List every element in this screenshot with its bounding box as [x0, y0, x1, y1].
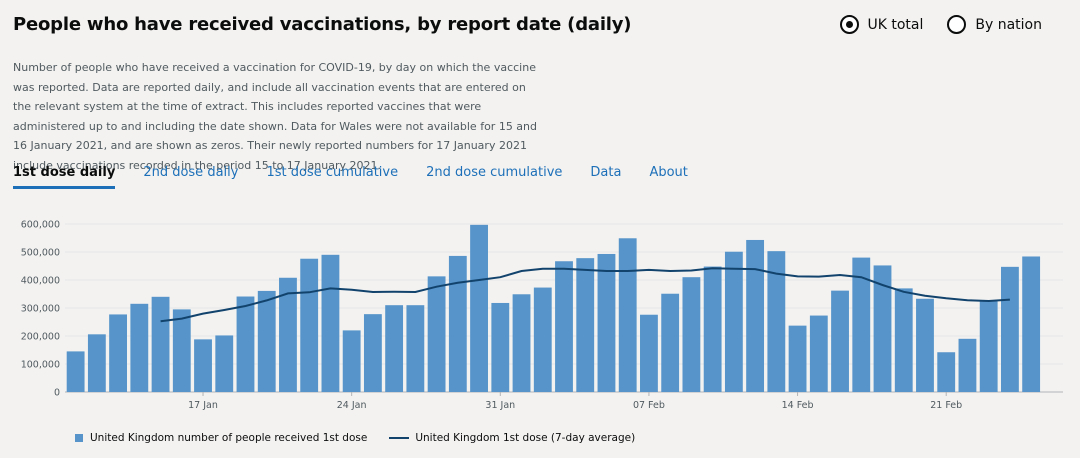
tab-bar: 1st dose daily 2nd dose daily 1st dose c…: [13, 165, 688, 189]
bar: [257, 290, 276, 392]
y-tick-label: 400,000: [21, 276, 60, 287]
bar: [236, 296, 255, 392]
bar: [979, 301, 998, 392]
x-tick-label: 14 Feb: [782, 400, 814, 411]
bar: [66, 351, 85, 392]
y-tick-label: 100,000: [21, 360, 60, 371]
bar: [385, 305, 404, 392]
bar: [151, 296, 170, 392]
x-tick-label: 07 Feb: [633, 400, 665, 411]
x-tick-label: 31 Jan: [485, 400, 515, 411]
bar: [87, 334, 106, 392]
legend-bar-swatch: [75, 434, 83, 442]
chart-description: Number of people who have received a vac…: [13, 61, 538, 172]
seven-day-average-line: [160, 267, 1010, 323]
bar: [873, 265, 892, 392]
bar: [321, 254, 340, 392]
chart-title: People who have received vaccinations, b…: [13, 14, 632, 35]
bar: [937, 352, 956, 392]
y-tick-label: 300,000: [21, 304, 60, 315]
bar: [279, 277, 297, 392]
bar: [852, 257, 871, 392]
x-tick-label: 24 Jan: [337, 400, 367, 411]
radio-unselected-icon[interactable]: [947, 15, 967, 34]
tab-1st-dose-daily[interactable]: 1st dose daily: [13, 165, 116, 189]
bar: [555, 261, 573, 392]
y-tick-label: 0: [54, 388, 60, 399]
bar: [831, 290, 849, 392]
tab-about[interactable]: About: [649, 165, 688, 180]
bar: [894, 288, 913, 392]
view-radio-group: UK total By nation: [839, 15, 1042, 34]
bar: [682, 277, 701, 392]
x-tick-label: 21 Feb: [930, 400, 962, 411]
radio-uk-total-label: UK total: [867, 16, 924, 33]
bar: [1022, 256, 1041, 392]
tab-2nd-dose-cumulative[interactable]: 2nd dose cumulative: [426, 165, 563, 180]
bar: [724, 251, 743, 392]
legend-line-label: United Kingdom 1st dose (7-day average): [415, 432, 636, 444]
radio-by-nation-label: By nation: [975, 16, 1042, 33]
x-tick-label: 17 Jan: [188, 400, 218, 411]
y-tick-label: 600,000: [21, 220, 60, 231]
bar: [576, 258, 595, 392]
y-tick-label: 500,000: [21, 248, 60, 259]
radio-uk-total[interactable]: UK total: [839, 15, 924, 34]
bar: [618, 238, 637, 392]
bar: [194, 339, 212, 392]
bar: [809, 315, 828, 392]
bar: [363, 314, 382, 392]
bar: [109, 314, 128, 392]
radio-by-nation[interactable]: By nation: [947, 15, 1042, 34]
bar: [342, 330, 361, 392]
bar: [640, 314, 658, 392]
y-tick-label: 200,000: [21, 332, 60, 343]
legend-bar-label: United Kingdom number of people received…: [90, 432, 368, 444]
bar: [427, 276, 446, 392]
bar: [448, 255, 467, 392]
bar: [767, 251, 786, 392]
bar: [406, 305, 425, 392]
tab-2nd-dose-daily[interactable]: 2nd dose daily: [143, 165, 239, 180]
legend-line-swatch: [389, 437, 410, 439]
bar: [491, 302, 510, 392]
bar: [597, 253, 616, 392]
bar: [703, 266, 722, 392]
bar: [958, 338, 977, 392]
tab-1st-dose-cumulative[interactable]: 1st dose cumulative: [266, 165, 399, 180]
bar: [512, 294, 531, 392]
bar: [215, 335, 234, 392]
bar: [470, 224, 488, 392]
bar: [788, 325, 807, 392]
radio-selected-icon[interactable]: [839, 15, 859, 34]
tab-data[interactable]: Data: [590, 165, 622, 180]
bar: [533, 287, 552, 392]
bar: [130, 303, 149, 392]
bar: [661, 293, 680, 392]
chart-legend: United Kingdom number of people received…: [75, 432, 635, 444]
vaccination-bar-chart: 0 100,000 200,000 300,000 400,000 500,000 600,…: [21, 220, 1063, 411]
bar: [300, 258, 319, 392]
bar: [172, 309, 191, 392]
bar: [1000, 266, 1019, 392]
bar: [916, 298, 934, 392]
bar: [746, 239, 765, 392]
